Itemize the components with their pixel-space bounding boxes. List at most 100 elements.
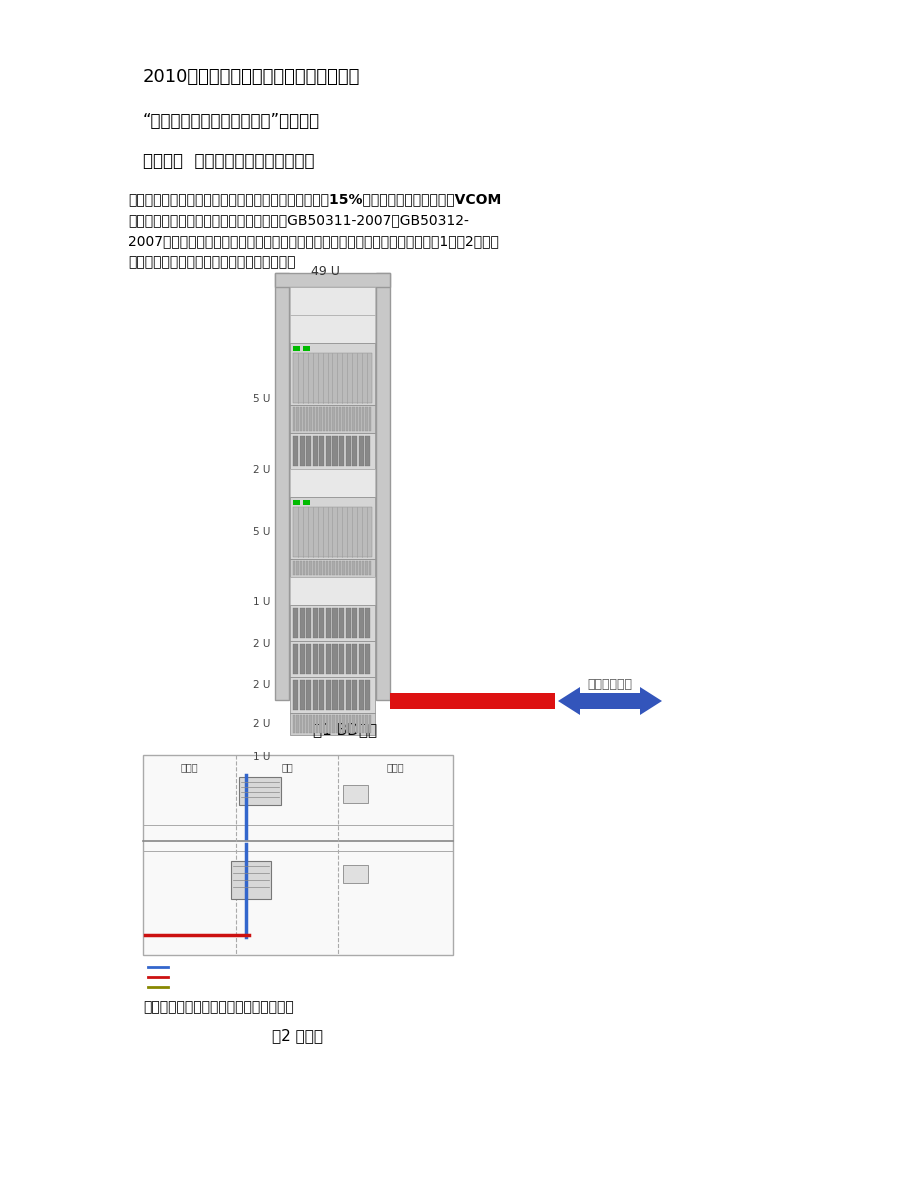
Bar bbox=[325, 561, 328, 575]
Bar bbox=[289, 434, 375, 469]
Bar bbox=[358, 436, 364, 466]
Bar bbox=[342, 407, 345, 431]
Text: 5 U: 5 U bbox=[253, 394, 269, 404]
Text: 主墙: 主墙 bbox=[281, 762, 293, 772]
Bar bbox=[329, 407, 331, 431]
Text: 5 U: 5 U bbox=[253, 526, 269, 537]
Bar bbox=[302, 561, 305, 575]
Bar bbox=[312, 715, 314, 732]
Bar bbox=[319, 715, 322, 732]
Bar bbox=[355, 407, 357, 431]
Text: 1 U: 1 U bbox=[253, 752, 269, 762]
Bar bbox=[306, 561, 308, 575]
Bar bbox=[346, 607, 350, 638]
Bar bbox=[296, 561, 299, 575]
Bar bbox=[312, 436, 317, 466]
Text: 连接至模拟楼: 连接至模拟楼 bbox=[587, 678, 632, 691]
Bar bbox=[300, 715, 301, 732]
Bar bbox=[352, 715, 354, 732]
Bar bbox=[289, 605, 375, 641]
Bar bbox=[335, 561, 337, 575]
Bar bbox=[325, 436, 331, 466]
Bar bbox=[292, 607, 298, 638]
Bar bbox=[346, 715, 347, 732]
Bar bbox=[325, 607, 331, 638]
Bar bbox=[352, 607, 357, 638]
Bar bbox=[289, 314, 375, 343]
Bar bbox=[332, 436, 337, 466]
Bar bbox=[275, 273, 289, 700]
Bar bbox=[292, 347, 300, 351]
Bar bbox=[306, 680, 311, 710]
Bar bbox=[346, 407, 347, 431]
Bar bbox=[289, 576, 375, 605]
Bar bbox=[319, 407, 322, 431]
Bar bbox=[300, 680, 304, 710]
Bar bbox=[348, 561, 351, 575]
Bar bbox=[319, 436, 324, 466]
Bar bbox=[355, 561, 357, 575]
Bar bbox=[346, 561, 347, 575]
Bar bbox=[309, 561, 312, 575]
Bar bbox=[309, 407, 312, 431]
Bar bbox=[339, 561, 341, 575]
Bar bbox=[369, 407, 370, 431]
Text: 2007规范，进行安装施工和测试验收。竞赛时可以参考现场提供的安装图（如图1、图2所示）: 2007规范，进行安装施工和测试验收。竞赛时可以参考现场提供的安装图（如图1、图… bbox=[128, 233, 498, 248]
Bar bbox=[231, 861, 271, 899]
Bar bbox=[323, 561, 324, 575]
Bar bbox=[369, 561, 370, 575]
Bar bbox=[579, 693, 640, 709]
Bar bbox=[339, 407, 341, 431]
Bar bbox=[312, 644, 317, 674]
Bar bbox=[332, 407, 335, 431]
Bar bbox=[289, 273, 376, 700]
Bar bbox=[292, 644, 298, 674]
Bar bbox=[346, 436, 350, 466]
Bar bbox=[289, 676, 375, 713]
Bar bbox=[332, 561, 335, 575]
Bar bbox=[316, 407, 318, 431]
Text: 2 U: 2 U bbox=[253, 640, 269, 649]
Bar bbox=[302, 347, 310, 351]
Bar bbox=[289, 405, 375, 434]
Bar bbox=[343, 785, 368, 803]
Text: 2 U: 2 U bbox=[253, 680, 269, 690]
Bar bbox=[325, 407, 328, 431]
Bar bbox=[316, 561, 318, 575]
Text: 左侧墙: 左侧墙 bbox=[180, 762, 199, 772]
Bar bbox=[312, 407, 314, 431]
Bar bbox=[358, 607, 364, 638]
Bar bbox=[296, 407, 299, 431]
Text: 图2 模拟楼: 图2 模拟楼 bbox=[272, 1028, 323, 1043]
Bar bbox=[289, 641, 375, 676]
Bar bbox=[300, 436, 304, 466]
Bar bbox=[352, 407, 354, 431]
Bar bbox=[332, 607, 337, 638]
Bar bbox=[348, 715, 351, 732]
Bar bbox=[302, 500, 310, 505]
Bar bbox=[275, 273, 390, 287]
Bar bbox=[365, 607, 370, 638]
Bar bbox=[365, 407, 368, 431]
Bar bbox=[348, 407, 351, 431]
Bar bbox=[309, 715, 312, 732]
Bar bbox=[339, 715, 341, 732]
Bar bbox=[365, 436, 370, 466]
Text: 综合布线实训台与钢结构模拟楼，采用国标GB50311-2007、GB50312-: 综合布线实训台与钢结构模拟楼，采用国标GB50311-2007、GB50312- bbox=[128, 213, 469, 227]
Bar bbox=[339, 680, 344, 710]
Bar bbox=[312, 607, 317, 638]
Bar bbox=[319, 680, 324, 710]
Bar bbox=[390, 693, 554, 709]
Bar bbox=[292, 507, 371, 557]
Text: 第一部分  网络综合布线工程技术项目: 第一部分 网络综合布线工程技术项目 bbox=[142, 152, 314, 170]
Bar bbox=[292, 500, 300, 505]
Bar bbox=[358, 644, 364, 674]
Bar bbox=[332, 680, 337, 710]
Bar bbox=[352, 436, 357, 466]
Bar bbox=[292, 715, 295, 732]
Bar bbox=[306, 644, 311, 674]
Bar bbox=[339, 607, 344, 638]
Text: 2 U: 2 U bbox=[253, 719, 269, 729]
Bar bbox=[352, 644, 357, 674]
Bar bbox=[358, 561, 361, 575]
